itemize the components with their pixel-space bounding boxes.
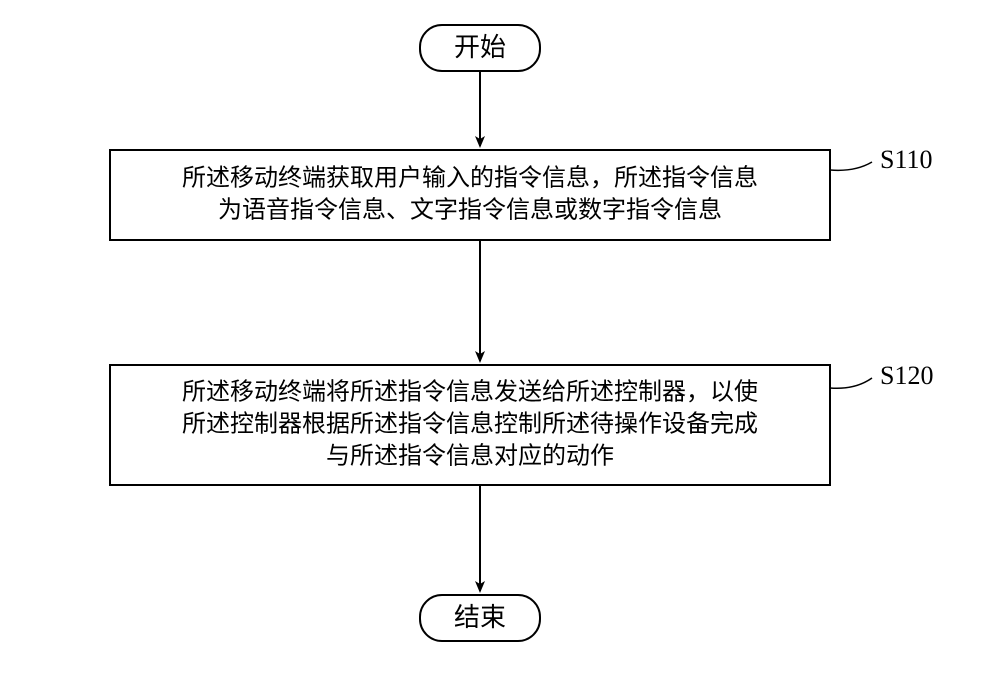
- s120-connector: [830, 378, 872, 388]
- start-label: 开始: [454, 33, 506, 62]
- step-s110-line1: 所述移动终端获取用户输入的指令信息，所述指令信息: [182, 165, 758, 192]
- step-s120-line1: 所述移动终端将所述指令信息发送给所述控制器，以使: [182, 379, 758, 406]
- step-s110-box: [110, 150, 830, 240]
- step-s120-line2: 所述控制器根据所述指令信息控制所述待操作设备完成: [182, 411, 758, 438]
- end-node: 结束: [420, 595, 540, 641]
- flowchart-canvas: 开始 所述移动终端获取用户输入的指令信息，所述指令信息 为语音指令信息、文字指令…: [0, 0, 1000, 678]
- step-s110: 所述移动终端获取用户输入的指令信息，所述指令信息 为语音指令信息、文字指令信息或…: [110, 150, 830, 240]
- step-s120-line3: 与所述指令信息对应的动作: [326, 443, 614, 470]
- end-label: 结束: [454, 603, 506, 632]
- step-s110-line2: 为语音指令信息、文字指令信息或数字指令信息: [218, 197, 722, 224]
- step-s120: 所述移动终端将所述指令信息发送给所述控制器，以使 所述控制器根据所述指令信息控制…: [110, 365, 830, 485]
- s110-connector: [830, 162, 872, 170]
- start-node: 开始: [420, 25, 540, 71]
- step-s110-label: S110: [880, 145, 933, 174]
- step-s120-label: S120: [880, 361, 933, 390]
